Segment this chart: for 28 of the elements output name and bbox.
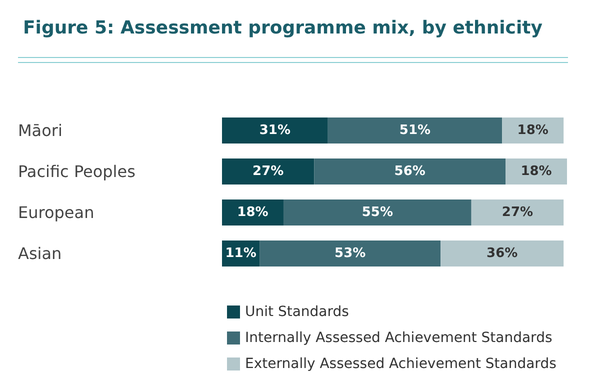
bar xyxy=(314,158,506,184)
legend-label: Unit Standards xyxy=(245,304,349,320)
data-label: 53% xyxy=(334,246,366,261)
data-label: 31% xyxy=(259,123,291,138)
data-label: 18% xyxy=(237,205,268,220)
data-label: 56% xyxy=(394,164,426,179)
data-label: 18% xyxy=(520,164,552,179)
bar xyxy=(222,158,314,184)
data-label: 27% xyxy=(252,164,284,179)
chart-title: Figure 5: Assessment programme mix, by ethnicity xyxy=(23,18,543,38)
y-tick-label: Māori xyxy=(18,121,62,140)
data-label: 27% xyxy=(502,205,534,220)
y-tick-label: European xyxy=(18,203,94,222)
y-tick-label: Pacific Peoples xyxy=(18,162,136,181)
data-label: 51% xyxy=(399,123,431,138)
bar xyxy=(260,240,441,266)
bar xyxy=(328,118,502,144)
legend-label: Externally Assessed Achievement Standards xyxy=(245,356,556,372)
legend-label: Internally Assessed Achievement Standards xyxy=(245,330,552,346)
bar xyxy=(471,200,564,226)
data-label: 55% xyxy=(362,205,393,220)
bar xyxy=(440,240,564,266)
data-label: 18% xyxy=(517,123,548,138)
data-label: 36% xyxy=(486,246,518,261)
y-tick-label: Asian xyxy=(18,244,62,263)
bar xyxy=(283,200,472,226)
data-label: 11% xyxy=(225,246,256,261)
bar xyxy=(222,118,328,144)
